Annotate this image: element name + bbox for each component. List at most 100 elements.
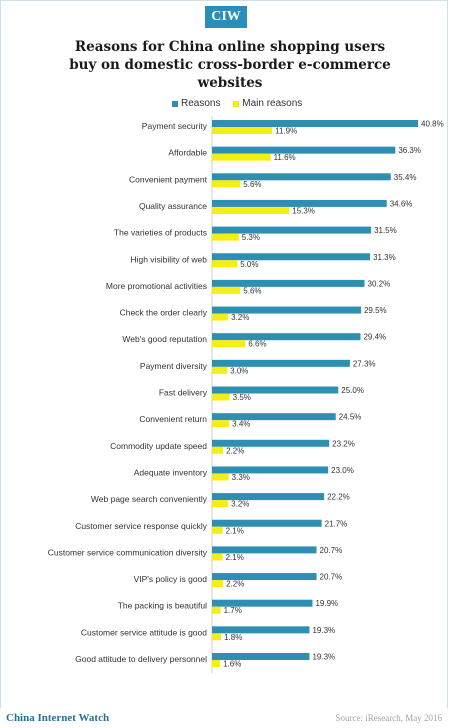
data-label-reasons: 25.0% — [341, 386, 364, 395]
bar-main-reasons — [212, 473, 229, 481]
data-label-main-reasons: 5.6% — [243, 286, 261, 295]
data-label-main-reasons: 11.9% — [275, 127, 297, 136]
bar-reasons — [212, 573, 317, 581]
chart-title: Reasons for China online shopping users … — [69, 39, 391, 91]
legend-swatch-reasons — [172, 100, 178, 107]
data-label-main-reasons: 3.4% — [232, 420, 250, 429]
category-label: The packing is beautiful — [118, 601, 207, 611]
bar-main-reasons — [212, 606, 221, 614]
bar-main-reasons — [212, 553, 223, 561]
bar-reasons — [212, 546, 317, 554]
data-label-main-reasons: 6.6% — [248, 340, 266, 349]
bar-reasons — [212, 599, 313, 607]
category-label: More promotional activities — [106, 281, 207, 291]
data-label-reasons: 36.3% — [398, 146, 421, 155]
category-label: Quality assurance — [139, 201, 207, 211]
bar-reasons — [212, 466, 329, 474]
data-label-reasons: 35.4% — [394, 173, 417, 182]
bar-reasons — [212, 386, 339, 394]
ciw-logo: CIW — [205, 6, 247, 28]
data-label-main-reasons: 5.3% — [242, 233, 260, 242]
bar-main-reasons — [212, 660, 221, 667]
category-label: Payment diversity — [140, 361, 208, 371]
bar-main-reasons — [212, 260, 238, 268]
category-label: Fast delivery — [159, 388, 208, 398]
legend-swatch-main-reasons — [233, 100, 240, 107]
data-label-main-reasons: 3.2% — [231, 313, 249, 322]
category-label: Commodity update speed — [110, 441, 207, 451]
data-label-main-reasons: 3.5% — [233, 393, 251, 402]
data-label-main-reasons: 3.2% — [231, 500, 249, 509]
data-label-main-reasons: 1.8% — [224, 633, 242, 642]
bar-main-reasons — [212, 633, 222, 641]
bar-reasons — [212, 653, 310, 660]
category-label: VIP's policy is good — [134, 574, 208, 584]
bar-main-reasons — [212, 233, 239, 241]
data-label-reasons: 22.2% — [327, 493, 350, 502]
bar-main-reasons — [212, 580, 224, 588]
bar-reasons — [212, 493, 325, 501]
data-label-reasons: 27.3% — [353, 359, 376, 368]
bar-main-reasons — [212, 313, 229, 321]
legend-item-main-reasons: Main reasons — [233, 98, 302, 109]
data-label-main-reasons: 3.3% — [232, 473, 250, 482]
category-label: Web page search conveniently — [91, 494, 208, 504]
data-label-reasons: 21.7% — [325, 519, 348, 528]
data-label-main-reasons: 5.0% — [240, 260, 258, 269]
data-label-reasons: 30.2% — [368, 279, 391, 288]
bar-main-reasons — [212, 420, 230, 428]
data-label-reasons: 40.8% — [421, 120, 444, 129]
legend-label-main-reasons: Main reasons — [242, 98, 303, 109]
bar-main-reasons — [212, 526, 223, 534]
legend-item-reasons: Reasons — [172, 98, 220, 109]
data-label-main-reasons: 2.1% — [226, 553, 244, 562]
category-label: The varieties of products — [114, 228, 207, 238]
bar-main-reasons — [212, 127, 273, 134]
data-label-main-reasons: 1.6% — [223, 660, 241, 669]
data-label-main-reasons: 2.1% — [226, 526, 244, 535]
footer-brand: China Internet Watch — [6, 712, 110, 724]
category-label: Payment security — [142, 121, 208, 131]
bar-main-reasons — [212, 500, 229, 508]
data-label-reasons: 31.5% — [374, 226, 397, 235]
bar-reasons — [212, 626, 310, 634]
data-label-reasons: 23.0% — [331, 466, 354, 475]
bar-main-reasons — [212, 206, 290, 214]
data-label-reasons: 19.9% — [315, 599, 338, 608]
bar-reasons — [212, 333, 361, 341]
data-label-reasons: 20.7% — [320, 573, 343, 582]
category-label: Convenient return — [139, 414, 207, 424]
bar-reasons — [212, 519, 322, 527]
data-label-reasons: 31.3% — [373, 253, 396, 262]
data-label-reasons: 23.2% — [332, 439, 355, 448]
bar-reasons — [212, 173, 391, 181]
data-label-main-reasons: 1.7% — [224, 606, 242, 615]
category-label: Convenient payment — [129, 174, 208, 184]
data-label-reasons: 34.6% — [390, 199, 413, 208]
bar-reasons — [212, 439, 330, 447]
footer-source: Source: iResearch, May 2016 — [335, 713, 442, 723]
bar-main-reasons — [212, 153, 271, 161]
bar-main-reasons — [212, 446, 224, 454]
data-label-reasons: 29.4% — [363, 333, 386, 342]
category-label: Adequate inventory — [134, 467, 208, 477]
legend: Reasons Main reasons — [172, 98, 312, 110]
bar-reasons — [212, 413, 336, 421]
category-label: Good attitude to delivery personnel — [75, 654, 207, 664]
category-label: Check the order clearly — [120, 308, 208, 318]
data-label-reasons: 19.3% — [312, 626, 335, 635]
data-label-reasons: 29.5% — [364, 306, 387, 315]
data-label-main-reasons: 2.2% — [226, 580, 244, 589]
category-label: High visibility of web — [130, 254, 207, 264]
bar-reasons — [212, 120, 419, 127]
category-label: Customer service communication diversity — [48, 547, 208, 557]
bar-reasons — [212, 306, 361, 314]
category-label: Affordable — [168, 148, 207, 158]
category-label: Customer service attitude is good — [81, 627, 207, 637]
bar-main-reasons — [212, 180, 241, 188]
data-label-reasons: 19.3% — [312, 653, 335, 662]
data-label-main-reasons: 5.6% — [243, 180, 261, 189]
bar-reasons — [212, 359, 350, 367]
